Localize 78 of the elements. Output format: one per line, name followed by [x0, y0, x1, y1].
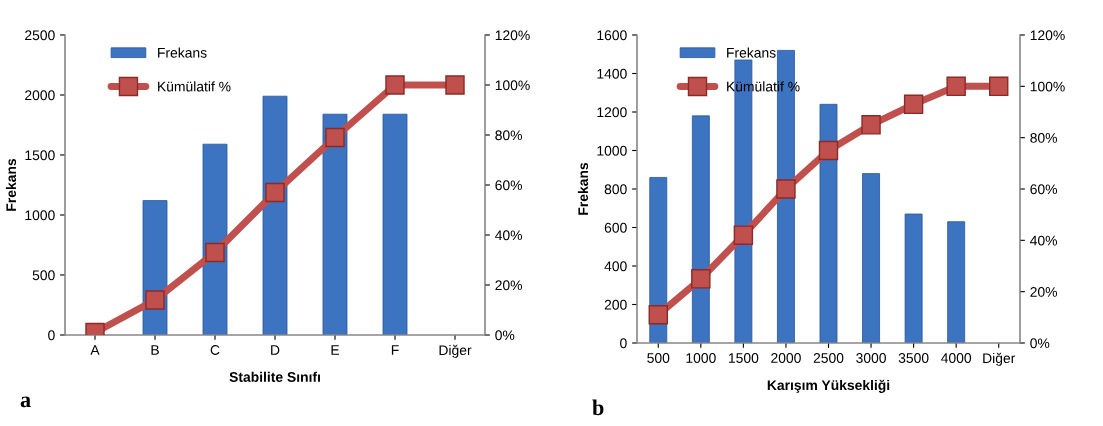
- x-tick-label: 500: [647, 353, 670, 363]
- y2-tick-label: 20%: [495, 280, 523, 291]
- y-axis-title: Frekans: [5, 158, 17, 211]
- y-tick-label: 0: [620, 338, 627, 349]
- x-tick-label: C: [210, 345, 220, 355]
- y2-tick-label: 120%: [495, 30, 530, 41]
- point: [776, 179, 796, 199]
- y-tick-label: 2000: [25, 90, 55, 101]
- point: [145, 290, 165, 310]
- point: [818, 140, 839, 161]
- point: [265, 182, 285, 203]
- point: [445, 75, 465, 95]
- x-tick-label: Diğer: [983, 352, 1016, 366]
- y-tick-label: 600: [604, 222, 627, 233]
- y2-tick-label: 100%: [495, 80, 530, 91]
- bar: [904, 213, 923, 343]
- y2-tick-label: 60%: [495, 180, 523, 191]
- y-tick-label: 1600: [597, 30, 627, 41]
- legend-label: Frekans: [727, 47, 776, 58]
- x-tick-label: 4000: [941, 353, 972, 363]
- point: [903, 94, 924, 115]
- y2-tick-label: 80%: [495, 130, 523, 141]
- y2-tick-label: 120%: [1030, 30, 1065, 41]
- y2-tick-label: 40%: [495, 230, 523, 241]
- point: [325, 127, 345, 148]
- y-tick-label: 400: [604, 261, 627, 272]
- legend-label: Kümülatif %: [158, 81, 231, 92]
- y-tick-label: 1200: [597, 107, 627, 118]
- x-tick-label: E: [331, 345, 340, 355]
- bar: [382, 113, 408, 335]
- y-tick-label: 800: [604, 184, 627, 195]
- bar: [862, 173, 880, 343]
- x-axis-title: Karışım Yüksekliği: [767, 379, 890, 393]
- x-tick-label: 3000: [856, 353, 886, 363]
- x-tick-label: 3500: [898, 353, 929, 363]
- point: [946, 76, 966, 97]
- x-tick-label: F: [391, 345, 399, 355]
- y-tick-label: 0: [48, 330, 55, 341]
- bar: [947, 221, 966, 343]
- y2-tick-label: 100%: [1030, 81, 1065, 92]
- point: [648, 305, 669, 325]
- text: b: [592, 399, 604, 416]
- bar: [322, 113, 348, 335]
- point: [691, 269, 711, 289]
- y2-tick-label: 60%: [1030, 184, 1058, 195]
- x-tick-label: 2000: [771, 353, 801, 363]
- x-tick-label: 2500: [813, 353, 844, 363]
- y-tick-label: 1000: [25, 210, 55, 221]
- y2-tick-label: 20%: [1030, 287, 1058, 297]
- y-axis-title: Frekans: [577, 162, 589, 215]
- y2-tick-label: 0%: [1030, 338, 1050, 349]
- y-tick-label: 200: [604, 299, 627, 310]
- bar: [202, 143, 228, 335]
- y-tick-label: 500: [32, 270, 55, 281]
- point: [205, 242, 225, 263]
- x-tick-label: B: [151, 345, 159, 355]
- y-tick-label: 1500: [25, 150, 55, 161]
- x-axis-title: Stabilite Sınıfı: [229, 371, 320, 382]
- point: [733, 225, 754, 245]
- x-tick-label: A: [90, 345, 100, 355]
- y-tick-label: 2500: [25, 30, 55, 41]
- point: [988, 76, 1009, 97]
- y-tick-label: 1000: [597, 145, 627, 156]
- y2-tick-label: 0%: [495, 330, 515, 341]
- bar: [819, 103, 838, 343]
- y-tick-label: 1400: [597, 68, 627, 79]
- legend-label: Frekans: [158, 47, 207, 58]
- x-tick-label: D: [271, 345, 280, 355]
- bar: [262, 95, 288, 335]
- y2-tick-label: 80%: [1030, 133, 1058, 143]
- point: [861, 115, 881, 135]
- point: [385, 75, 405, 95]
- x-tick-label: Diğer: [439, 344, 472, 358]
- x-tick-label: 1500: [729, 353, 759, 363]
- bar: [691, 115, 710, 343]
- x-tick-label: 1000: [686, 353, 716, 363]
- text: a: [20, 396, 31, 408]
- y2-tick-label: 40%: [1030, 235, 1058, 246]
